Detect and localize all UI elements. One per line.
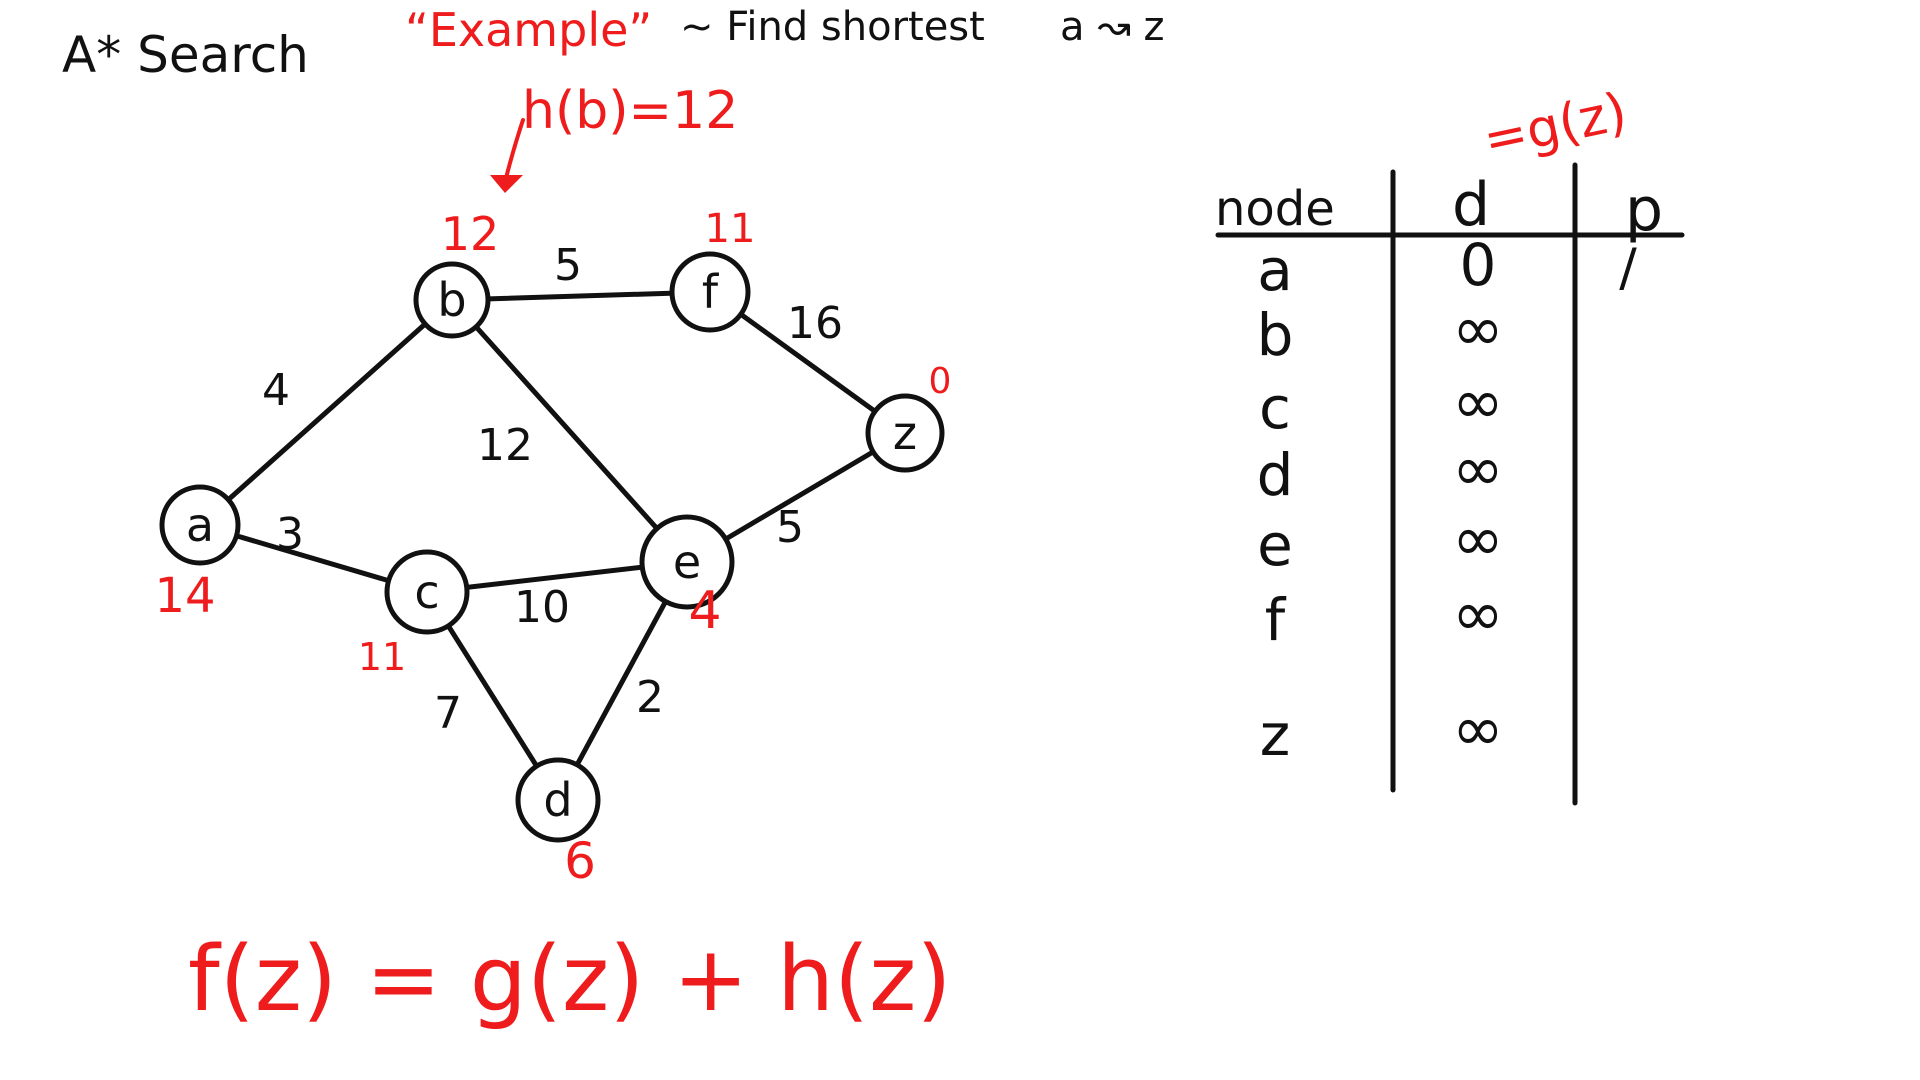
- header-example: “Example”: [405, 3, 652, 57]
- node-z: z: [865, 393, 945, 473]
- edge-weight-b-f: 5: [554, 240, 582, 291]
- node-circle-b: [413, 261, 491, 339]
- table-row: z ∞: [1260, 692, 1504, 769]
- node-circle-e: [639, 514, 735, 610]
- table-header-d: d: [1452, 170, 1490, 240]
- arrow-shaft: [503, 118, 525, 184]
- row-node: z: [1260, 701, 1290, 769]
- node-label-d: d: [543, 773, 572, 827]
- distance-table: node d p a 0/b ∞c ∞d ∞e ∞f ∞z ∞: [1215, 162, 1685, 806]
- row-node: d: [1257, 441, 1294, 509]
- row-distance: ∞: [1452, 365, 1504, 438]
- edge-weight-e-z: 5: [776, 502, 804, 553]
- g-note: =g(z): [1478, 82, 1632, 171]
- edge-weight-a-c: 3: [276, 509, 304, 560]
- row-node: c: [1259, 374, 1291, 442]
- table-row: d ∞: [1257, 432, 1504, 509]
- table-row: c ∞: [1259, 365, 1504, 442]
- row-node: b: [1257, 301, 1294, 369]
- node-f: f: [669, 251, 751, 333]
- node-label-b: b: [437, 273, 466, 327]
- arrow-down-icon: [490, 175, 523, 193]
- table-header-p: p: [1625, 175, 1663, 245]
- header-subtitle: ~ Find shortest: [680, 4, 985, 50]
- node-label-a: a: [186, 498, 214, 552]
- heuristic-d: 6: [564, 832, 596, 890]
- node-circle-z: [865, 393, 945, 473]
- node-label-f: f: [702, 265, 720, 319]
- heuristic-note: h(b)=12: [522, 81, 738, 141]
- header-title: A* Search: [62, 26, 309, 84]
- heuristic-z: 0: [929, 361, 952, 402]
- table-row: f ∞: [1265, 577, 1504, 654]
- header-goal: a ↝ z: [1060, 4, 1164, 50]
- edge-weight-a-b: 4: [262, 365, 290, 416]
- node-circle-a: [159, 484, 241, 566]
- g-annotation: =g(z): [1478, 82, 1632, 171]
- edge-b-f: [449, 289, 713, 303]
- heuristic-c: 11: [358, 635, 406, 679]
- row-distance: ∞: [1452, 292, 1504, 365]
- edge-weight-c-e: 10: [514, 582, 570, 633]
- heuristic-f: 11: [705, 206, 756, 252]
- node-b: b: [413, 261, 491, 339]
- formula: f(z) = g(z) + h(z): [188, 927, 952, 1032]
- edge-weight-f-z: 16: [787, 298, 843, 349]
- table-row: b ∞: [1257, 292, 1504, 369]
- edge-weight-d-e: 2: [636, 672, 664, 723]
- edge-weight-b-e: 12: [477, 420, 533, 471]
- row-node: e: [1257, 511, 1293, 579]
- row-node: a: [1257, 236, 1293, 304]
- node-label-z: z: [893, 406, 917, 460]
- node-circle-f: [669, 251, 751, 333]
- node-circle-c: [384, 549, 470, 635]
- table-row: a 0 /: [1257, 231, 1637, 304]
- table-header-node: node: [1215, 181, 1335, 237]
- node-circle-d: [515, 757, 601, 843]
- row-node: f: [1265, 586, 1287, 654]
- heuristic-values: 14 12 11 6 4 11 0: [154, 206, 951, 890]
- heuristic-a: 14: [154, 568, 215, 624]
- node-a: a: [159, 484, 241, 566]
- row-distance: ∞: [1452, 577, 1504, 650]
- table-rows: a 0/b ∞c ∞d ∞e ∞f ∞z ∞: [1257, 231, 1638, 769]
- heuristic-b: 12: [441, 207, 500, 261]
- table-row: e ∞: [1257, 502, 1504, 579]
- node-label-c: c: [414, 565, 439, 619]
- heuristic-e: 4: [688, 581, 721, 641]
- header: A* Search “Example” ~ Find shortest a ↝ …: [62, 3, 1164, 84]
- edge-b-e: [449, 297, 690, 565]
- row-distance: ∞: [1452, 502, 1504, 575]
- heuristic-annotation: h(b)=12: [490, 81, 738, 193]
- node-e: e: [639, 514, 735, 610]
- node-label-e: e: [673, 535, 701, 589]
- edge-weights: 4 3 5 12 16 10 7 5 2: [262, 240, 843, 739]
- row-distance: 0: [1460, 231, 1497, 299]
- edge-weight-c-d: 7: [434, 688, 462, 739]
- graph-nodes: a b c d e f z: [159, 251, 945, 843]
- row-distance: ∞: [1452, 432, 1504, 505]
- row-predecessor: /: [1619, 238, 1637, 298]
- node-c: c: [384, 549, 470, 635]
- edge-a-b: [197, 297, 455, 528]
- row-distance: ∞: [1452, 692, 1504, 765]
- node-d: d: [515, 757, 601, 843]
